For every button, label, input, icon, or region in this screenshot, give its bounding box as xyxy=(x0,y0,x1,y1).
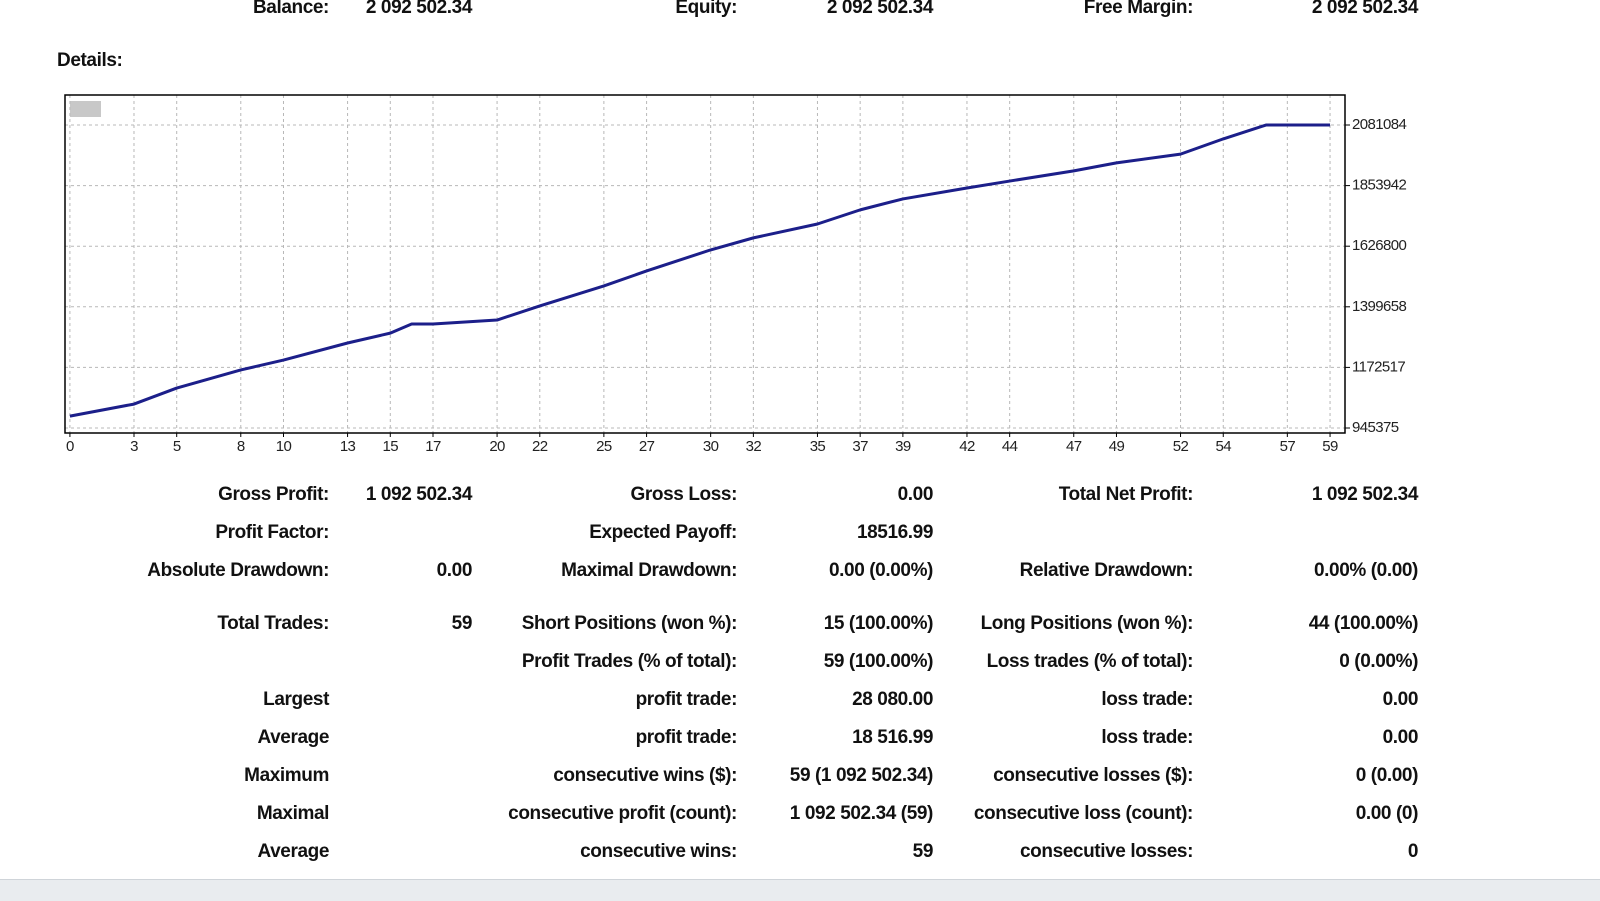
y-tick-label: 1399658 xyxy=(1352,298,1406,315)
stat-value: 0.00 (0) xyxy=(1355,803,1419,824)
stat-label: Gross Profit: xyxy=(218,484,329,505)
x-tick-label: 10 xyxy=(276,438,292,455)
stat-label: Total Trades: xyxy=(217,613,329,634)
stat-value: 0 (0.00) xyxy=(1355,765,1419,786)
stat-value: 59 xyxy=(912,841,934,862)
summary-label: Equity: xyxy=(675,0,737,18)
x-tick-label: 54 xyxy=(1216,438,1232,455)
x-tick-label: 44 xyxy=(1002,438,1018,455)
x-tick-label: 25 xyxy=(596,438,612,455)
stat-label: Maximal Drawdown: xyxy=(561,560,737,581)
summary-value: 2 092 502.34 xyxy=(826,0,934,18)
stat-value: 59 xyxy=(451,613,473,634)
y-tick-label: 1626800 xyxy=(1352,237,1406,254)
stat-value: 0.00 xyxy=(436,560,473,581)
stat-value: 18 516.99 xyxy=(852,727,933,748)
stat-label: Profit Trades (% of total): xyxy=(521,651,738,672)
x-tick-label: 37 xyxy=(852,438,868,455)
stat-value: 0 xyxy=(1407,841,1419,862)
summary-value: 2 092 502.34 xyxy=(1311,0,1419,18)
x-tick-label: 13 xyxy=(340,438,356,455)
stat-value: 0.00 xyxy=(897,484,934,505)
stat-value: 44 (100.00%) xyxy=(1308,613,1419,634)
y-tick-label: 945375 xyxy=(1352,419,1399,436)
balance-line xyxy=(69,123,1331,418)
stat-label: profit trade: xyxy=(635,689,738,710)
details-label: Details: xyxy=(57,50,123,71)
x-tick-label: 17 xyxy=(425,438,441,455)
plot-frame xyxy=(64,94,1346,434)
stat-value: 0.00 xyxy=(1382,727,1419,748)
x-tick-label: 8 xyxy=(237,438,245,455)
summary-label: Balance: xyxy=(252,0,329,18)
stat-label: consecutive profit (count): xyxy=(508,803,737,824)
x-tick-label: 47 xyxy=(1066,438,1082,455)
x-tick-label: 27 xyxy=(639,438,655,455)
x-tick-label: 15 xyxy=(383,438,399,455)
y-tick-label: 1172517 xyxy=(1352,358,1405,375)
plot-frame xyxy=(65,95,1345,433)
x-tick-label: 42 xyxy=(959,438,975,455)
x-tick-label: 3 xyxy=(130,438,138,455)
x-tick-label: 57 xyxy=(1280,438,1296,455)
summary-label: Free Margin: xyxy=(1083,0,1194,18)
stat-label: loss trade: xyxy=(1101,727,1193,748)
stat-label: Profit Factor: xyxy=(215,522,329,543)
stat-value: 1 092 502.34 xyxy=(365,484,473,505)
x-tick-label: 52 xyxy=(1173,438,1189,455)
x-tick-label: 39 xyxy=(895,438,911,455)
stat-label: consecutive loss (count): xyxy=(973,803,1194,824)
summary-value: 2 092 502.34 xyxy=(365,0,473,18)
stat-label: consecutive losses: xyxy=(1020,841,1193,862)
stat-label: Loss trades (% of total): xyxy=(986,651,1194,672)
stat-value: 15 (100.00%) xyxy=(823,613,934,634)
x-tick-label: 35 xyxy=(810,438,826,455)
x-tick-label: 32 xyxy=(746,438,762,455)
stat-value: 0.00% (0.00) xyxy=(1314,560,1418,581)
stat-label: loss trade: xyxy=(1101,689,1193,710)
stat-label: Average xyxy=(257,727,330,748)
stat-label: Largest xyxy=(263,689,329,710)
stat-label: Short Positions (won %): xyxy=(521,613,738,634)
stat-value: 0 (0.00%) xyxy=(1339,651,1418,672)
x-tick-label: 20 xyxy=(489,438,505,455)
stat-value: 28 080.00 xyxy=(852,689,933,710)
y-tick-label: 1853942 xyxy=(1352,177,1406,194)
stat-label: Maximal xyxy=(256,803,330,824)
y-tick-label: 2081084 xyxy=(1352,116,1406,133)
stat-label: consecutive wins ($): xyxy=(553,765,737,786)
stat-label: Gross Loss: xyxy=(630,484,738,505)
stat-value: 59 (100.00%) xyxy=(823,651,934,672)
x-tick-label: 49 xyxy=(1109,438,1125,455)
x-tick-label: 30 xyxy=(703,438,719,455)
x-tick-label: 59 xyxy=(1322,438,1338,455)
stat-label: Average xyxy=(257,841,330,862)
x-tick-label: 0 xyxy=(66,438,74,455)
stat-value: 1 092 502.34 (59) xyxy=(789,803,934,824)
chart: 945375 1172517 1399658 1626800 1853942 208108… xyxy=(64,94,1407,455)
stat-value: 0.00 xyxy=(1382,689,1419,710)
blurred-icon xyxy=(70,101,101,117)
status-bar xyxy=(0,879,1600,901)
x-tick-label: 5 xyxy=(173,438,181,455)
stat-label: Total Net Profit: xyxy=(1058,484,1194,505)
stat-label: profit trade: xyxy=(635,727,738,748)
stat-label: Relative Drawdown: xyxy=(1019,560,1194,581)
stat-value: 59 (1 092 502.34) xyxy=(789,765,934,786)
stat-label: Long Positions (won %): xyxy=(980,613,1194,634)
stat-value: 0.00 (0.00%) xyxy=(829,560,933,581)
stat-label: consecutive wins: xyxy=(580,841,737,862)
stat-label: consecutive losses ($): xyxy=(993,765,1193,786)
x-tick-label: 22 xyxy=(532,438,548,455)
stat-label: Maximum xyxy=(244,765,329,786)
stat-label: Expected Payoff: xyxy=(589,522,737,543)
stat-value: 1 092 502.34 xyxy=(1311,484,1419,505)
stat-label: Absolute Drawdown: xyxy=(147,560,329,581)
stat-value: 18516.99 xyxy=(856,522,933,543)
